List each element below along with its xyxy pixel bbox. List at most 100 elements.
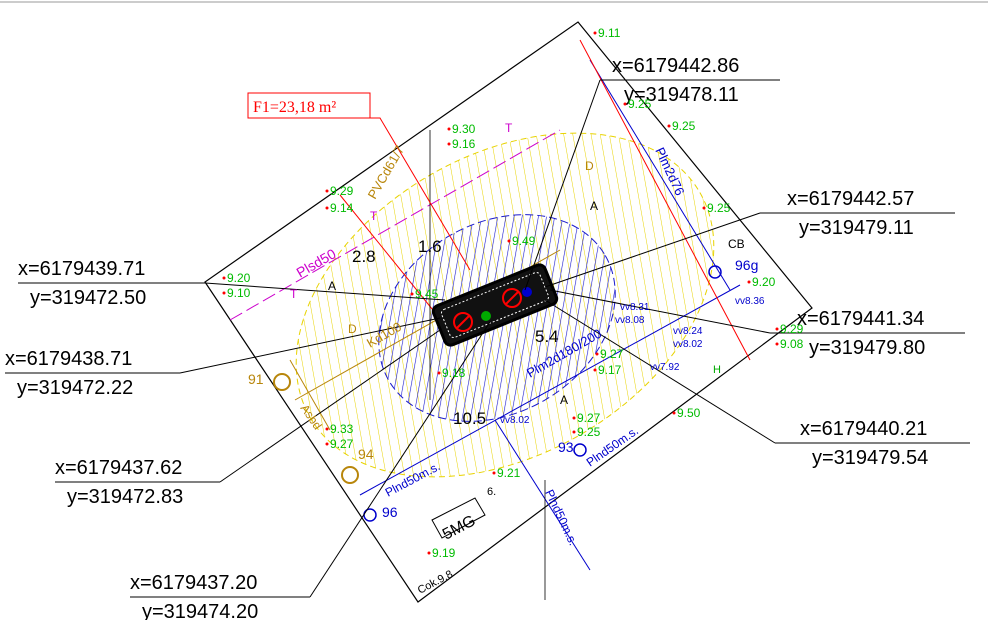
map-label: vv8.08 [615, 315, 645, 326]
coordinate-x: x=6179442.86 [612, 55, 739, 77]
elevation: 9.50 [677, 406, 701, 420]
elevation: 9.20 [227, 271, 251, 285]
elevation: 9.29 [330, 184, 354, 198]
manhole [342, 467, 358, 483]
map-label: A [328, 279, 336, 293]
elevation: 9.27 [577, 411, 601, 425]
map-label: H [713, 364, 721, 376]
map-label: 6. [487, 486, 496, 498]
map-label: vv8.36 [735, 296, 765, 307]
valve [364, 509, 376, 521]
map-label: vv8.02 [673, 339, 703, 350]
elevation-point [448, 128, 451, 131]
map-label: Cok.9.8 [416, 568, 455, 596]
map-label: vv8.02 [500, 415, 530, 426]
elevation-point [326, 443, 329, 446]
elevation-point [326, 190, 329, 193]
elevation: 9.17 [598, 363, 622, 377]
coordinate-y: y=319472.83 [67, 486, 183, 508]
elevation-point [776, 328, 779, 331]
map-label: 94 [358, 446, 374, 462]
coordinate-y: y=319474.20 [142, 601, 258, 620]
elevation: 9.16 [452, 137, 476, 151]
map-label: T [290, 287, 298, 301]
map-label: Plnd50m.s. [542, 487, 580, 547]
elevation-point [624, 103, 627, 106]
dimension: 10.5 [453, 409, 486, 428]
elevation: 9.49 [512, 234, 536, 248]
map-label: vv7.92 [650, 362, 680, 373]
elevation: 9.08 [780, 337, 804, 351]
symbol [522, 287, 532, 297]
elevation: 9.11 [598, 26, 621, 40]
elevation-point [448, 143, 451, 146]
map-label: 96g [735, 257, 758, 273]
map-label: T [370, 209, 378, 223]
dimension: 1.6 [418, 237, 442, 256]
coordinate-x: x=6179442.57 [787, 188, 914, 210]
map-label: D [585, 159, 594, 173]
map-label: vv8.24 [673, 326, 703, 337]
coordinate-y: y=319472.22 [17, 377, 133, 399]
coordinate-y: y=319479.80 [809, 337, 925, 359]
page: {"area_label": "F1=23,18 m²", "coordinat… [0, 0, 988, 620]
elevation: 9.33 [330, 422, 354, 436]
elevation-point [776, 343, 779, 346]
elevation: 9.29 [780, 322, 804, 336]
elevation-point [428, 552, 431, 555]
elevation-point [673, 412, 676, 415]
elevation-point [223, 292, 226, 295]
coordinate-x: x=6179437.62 [55, 457, 182, 479]
map-label: 91 [248, 371, 264, 387]
elevation-point [326, 207, 329, 210]
elevation-point [573, 417, 576, 420]
map-label: vv8.31 [620, 302, 650, 313]
coordinate-x: x=6179439.71 [18, 258, 145, 280]
elevation: 9.25 [577, 425, 601, 439]
area-label: F1=23,18 m² [253, 99, 336, 116]
elevation-point [594, 32, 597, 35]
coordinate-y: y=319479.11 [799, 217, 914, 239]
elevation: 9.20 [752, 275, 776, 289]
elevation-point [703, 207, 706, 210]
elevation-point [438, 372, 441, 375]
map-label: D [348, 322, 357, 336]
elevation-point [411, 293, 414, 296]
manhole [274, 374, 290, 390]
elevation-point [594, 369, 597, 372]
survey-map: F1=23,18 m² x=6179442.86y=319478.11x=617… [0, 0, 988, 620]
coordinate-y: y=319479.54 [812, 447, 928, 469]
coordinate-x: x=6179441.34 [797, 308, 924, 330]
dimension: 5.4 [535, 327, 559, 346]
elevation-point [326, 428, 329, 431]
map-label: A [560, 393, 568, 407]
elevation: 9.27 [600, 347, 624, 361]
elevation: 9.18 [442, 366, 466, 380]
elevation: 9.14 [330, 201, 354, 215]
elevation-point [668, 125, 671, 128]
elevation: 9.45 [415, 287, 439, 301]
map-label: 93 [558, 439, 574, 455]
elevation-point [573, 431, 576, 434]
dimension: 2.8 [352, 247, 376, 266]
map-label: T [505, 121, 513, 135]
elevation: 9.19 [432, 546, 456, 560]
elevation: 9.25 [672, 119, 696, 133]
elevation-point [508, 240, 511, 243]
valve [574, 444, 586, 456]
elevation: 9.25 [628, 97, 652, 111]
map-label: A [590, 199, 598, 213]
map-label: CB [728, 237, 745, 251]
elevation: 9.21 [497, 466, 521, 480]
elevation: 9.27 [330, 437, 354, 451]
elevation: 9.10 [227, 286, 251, 300]
elevation: 9.25 [707, 201, 731, 215]
elevation: 9.30 [452, 122, 476, 136]
map-label: PVCd61/7 [365, 143, 408, 202]
map-label: 5MG [440, 512, 479, 543]
coordinate-x: x=6179438.71 [5, 348, 132, 370]
elevation-point [493, 472, 496, 475]
elevation-point [596, 353, 599, 356]
body: F1=23,18 m² x=6179442.86y=319478.11x=617… [0, 0, 988, 620]
coordinate-x: x=6179440.21 [800, 418, 927, 440]
